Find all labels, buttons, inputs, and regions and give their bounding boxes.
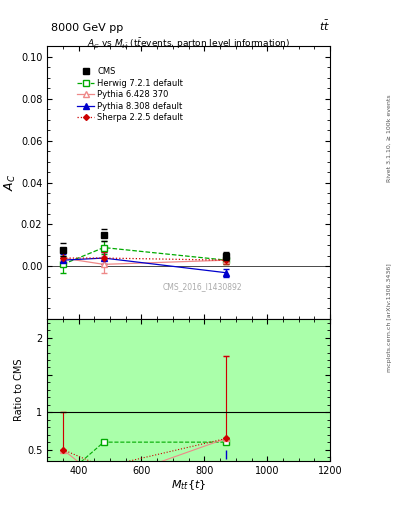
Text: mcplots.cern.ch [arXiv:1306.3436]: mcplots.cern.ch [arXiv:1306.3436] — [387, 263, 391, 372]
Text: $t\bar{t}$: $t\bar{t}$ — [319, 19, 330, 33]
Text: CMS_2016_I1430892: CMS_2016_I1430892 — [163, 282, 242, 291]
Text: 8000 GeV pp: 8000 GeV pp — [51, 23, 123, 33]
Legend: CMS, Herwig 7.2.1 default, Pythia 6.428 370, Pythia 8.308 default, Sherpa 2.2.5 : CMS, Herwig 7.2.1 default, Pythia 6.428 … — [74, 64, 187, 125]
Text: Rivet 3.1.10, ≥ 100k events: Rivet 3.1.10, ≥ 100k events — [387, 94, 391, 182]
Title: $A_C$ vs $M_{t\bar{t}}$ (t$\bar{t}$events, parton level information): $A_C$ vs $M_{t\bar{t}}$ (t$\bar{t}$event… — [87, 36, 290, 51]
Y-axis label: $A_C$: $A_C$ — [3, 174, 18, 191]
X-axis label: $M_{t\bar{t}}\{t\}$: $M_{t\bar{t}}\{t\}$ — [171, 478, 206, 492]
Y-axis label: Ratio to CMS: Ratio to CMS — [14, 358, 24, 421]
